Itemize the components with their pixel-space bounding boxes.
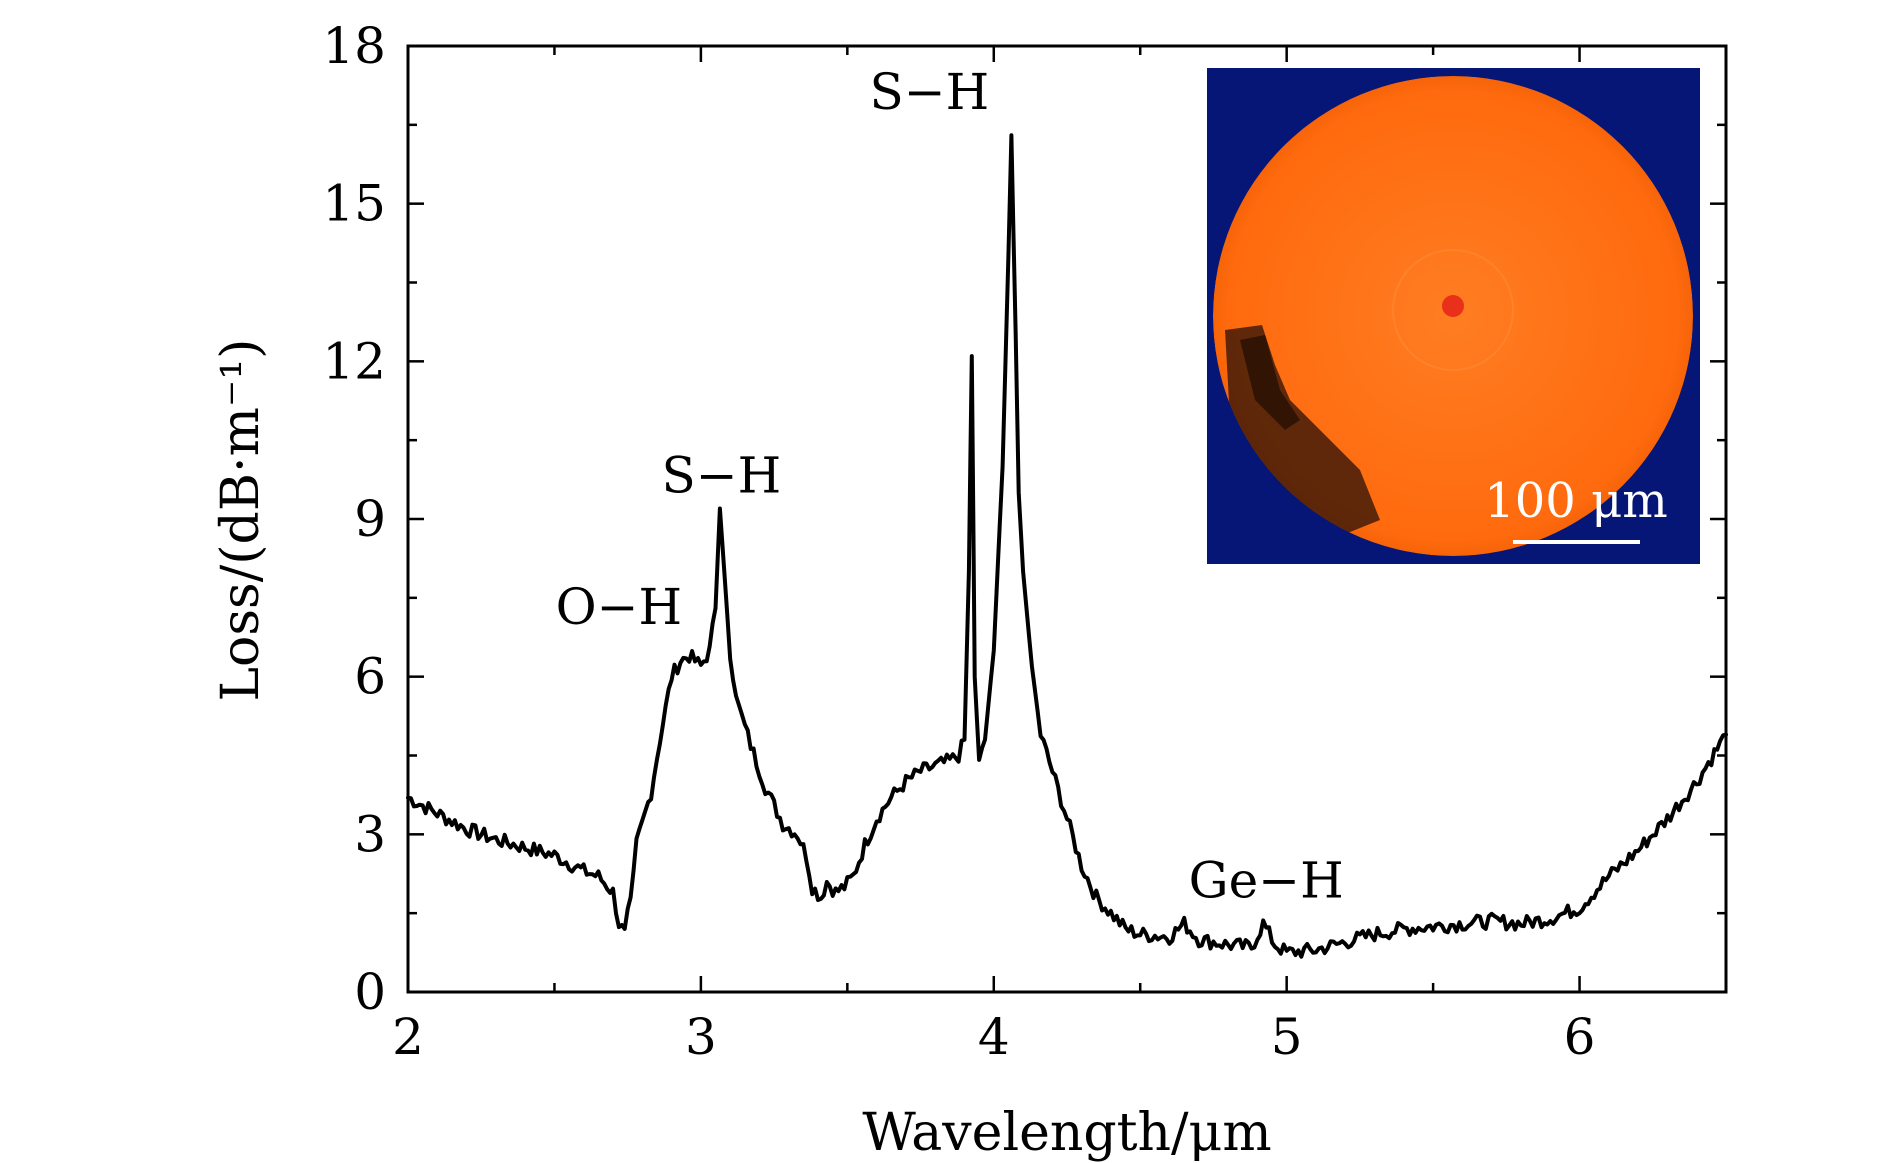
scale-bar-label: 100 μm bbox=[1484, 473, 1668, 529]
x-axis-title: Wavelength/μm bbox=[862, 1103, 1271, 1163]
x-tick-label: 6 bbox=[1564, 1008, 1596, 1066]
x-tick-label: 2 bbox=[392, 1008, 424, 1066]
y-tick-label: 18 bbox=[322, 17, 386, 75]
peak-annotation: S−H bbox=[869, 63, 989, 121]
y-tick-label: 0 bbox=[354, 963, 386, 1021]
y-axis: 0 3 6 9 12 15 18 bbox=[322, 17, 1726, 1021]
y-tick-label: 6 bbox=[354, 648, 386, 706]
peak-annotation: S−H bbox=[662, 447, 782, 505]
y-tick-label: 9 bbox=[354, 490, 386, 548]
x-tick-label: 3 bbox=[685, 1008, 717, 1066]
peak-annotations: O−H S−H S−H Ge−H bbox=[556, 63, 1344, 909]
fiber-core bbox=[1442, 295, 1464, 317]
y-tick-label: 3 bbox=[354, 805, 386, 863]
peak-annotation: O−H bbox=[556, 578, 683, 636]
x-tick-label: 5 bbox=[1271, 1008, 1303, 1066]
y-tick-label: 15 bbox=[322, 175, 386, 233]
x-axis: 2 3 4 5 6 bbox=[392, 46, 1728, 1066]
inset-fiber-image: 100 μm bbox=[1207, 68, 1700, 564]
loss-series-line bbox=[406, 133, 1728, 959]
y-tick-label: 12 bbox=[322, 332, 386, 390]
y-axis-title: Loss/(dB·m⁻¹) bbox=[211, 339, 271, 702]
peak-annotation: Ge−H bbox=[1189, 851, 1344, 909]
x-tick-label: 4 bbox=[978, 1008, 1010, 1066]
